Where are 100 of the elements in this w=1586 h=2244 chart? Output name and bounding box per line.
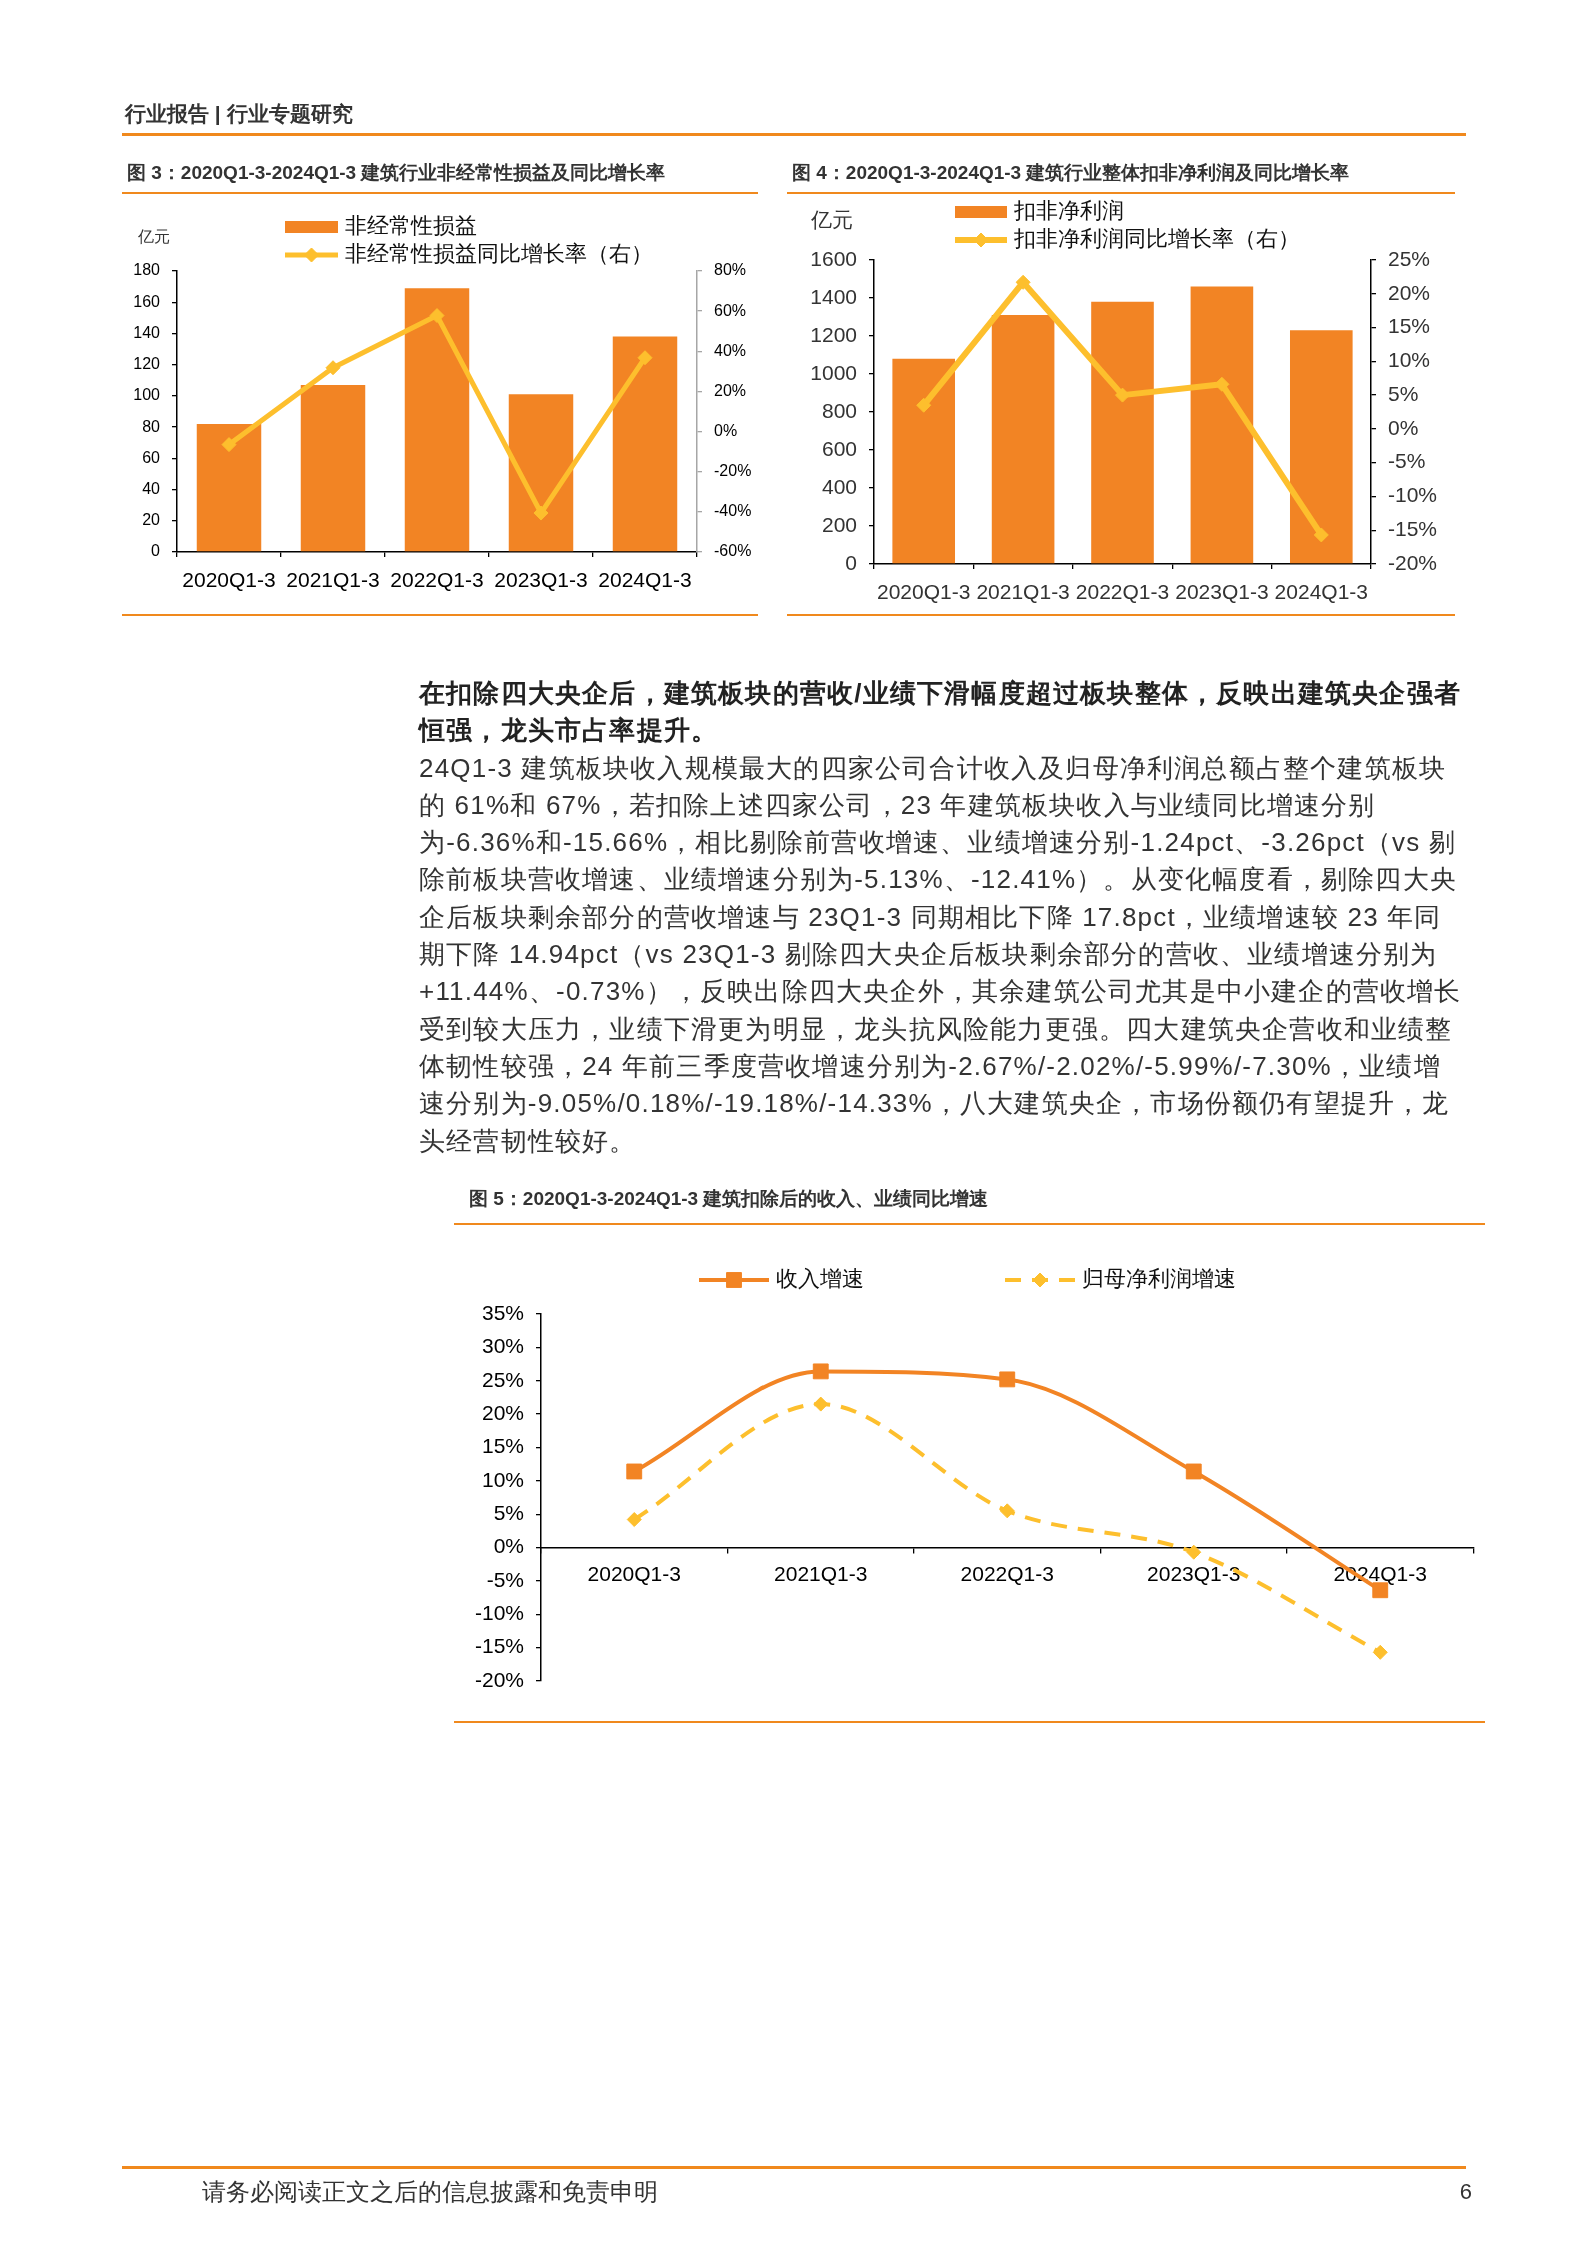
bar <box>991 315 1055 564</box>
y-tick-label: 100 <box>133 386 161 404</box>
y2-tick-label: -20% <box>1388 550 1438 574</box>
y-tick-label: 1000 <box>810 360 857 384</box>
y2-tick-label: 40% <box>714 341 747 359</box>
y2-tick-label: 10% <box>1388 348 1431 372</box>
bar <box>508 394 574 552</box>
y-tick-label: 30% <box>481 1334 524 1358</box>
point <box>626 1512 642 1528</box>
point <box>221 437 237 453</box>
y-tick-label: 0% <box>493 1534 524 1558</box>
x-tick-label: 2024Q1-3 <box>598 568 692 592</box>
legend-label: 扣非净利润 <box>1013 198 1124 224</box>
x-tick-label: 2021Q1-3 <box>286 568 380 592</box>
y-tick-label: 600 <box>821 436 857 460</box>
y-tick-label: 25% <box>481 1367 524 1391</box>
legend-label: 归母净利润增速 <box>1082 1266 1236 1292</box>
y2-tick-label: -60% <box>714 542 752 560</box>
chart-title: 图 3：2020Q1-3-2024Q1-3 建筑行业非经常性损益及同比增长率 <box>127 161 666 185</box>
y2-tick-label: 20% <box>1388 280 1431 304</box>
x-tick-label: 2023Q1-3 <box>494 568 588 592</box>
y2-tick-label: 15% <box>1388 314 1431 338</box>
y-tick-label: 15% <box>481 1434 524 1458</box>
bar <box>892 358 956 564</box>
y-tick-label: 0 <box>845 550 857 574</box>
y-tick-label: 200 <box>821 512 857 536</box>
legend-label: 非经常性损益 <box>345 213 477 239</box>
bar <box>404 288 470 552</box>
y-tick-label: 20% <box>481 1400 524 1424</box>
bar <box>612 336 678 552</box>
y-tick-label: 60 <box>142 448 161 466</box>
text: 6 <box>1459 2179 1472 2206</box>
point <box>637 350 653 366</box>
x-tick-label: 2023Q1-3 <box>1147 1561 1241 1585</box>
y-tick-label: 120 <box>133 355 161 373</box>
y-tick-label: 140 <box>133 323 161 341</box>
x-tick-label: 2021Q1-3 <box>774 1561 868 1585</box>
point <box>1313 527 1329 543</box>
x-tick-label: 2021Q1-3 <box>976 580 1070 604</box>
point <box>626 1463 643 1480</box>
y-tick-label: 80 <box>142 417 161 435</box>
point <box>999 1371 1016 1388</box>
y-tick-label: 180 <box>133 261 161 279</box>
y2-tick-label: -40% <box>714 502 752 520</box>
y-tick-label: 20 <box>142 511 161 529</box>
y2-tick-label: 20% <box>714 381 747 399</box>
point <box>916 397 932 413</box>
y-tick-label: 1200 <box>810 322 857 346</box>
bar <box>196 423 262 552</box>
point <box>533 505 549 521</box>
y2-tick-label: 0% <box>1388 415 1419 439</box>
point <box>999 1503 1015 1519</box>
point <box>1372 1644 1388 1660</box>
y-tick-label: -15% <box>474 1634 524 1658</box>
text: 行业报告 | 行业专题研究 <box>125 101 353 127</box>
legend-label: 非经常性损益同比增长率（右） <box>345 241 653 267</box>
text: 在扣除四大央企后，建筑板块的营收/业绩下滑幅度超过板块整体，反映出建筑央企强者恒强，龙头市占率提升。 <box>419 677 1463 748</box>
bar <box>1289 330 1353 564</box>
y-tick-label: -20% <box>474 1667 524 1691</box>
point <box>1185 1463 1202 1480</box>
y-axis-title: 亿元 <box>137 228 170 246</box>
x-tick-label: 2022Q1-3 <box>1075 580 1170 604</box>
y-tick-label: 1400 <box>810 284 857 308</box>
y-tick-label: 160 <box>133 292 161 310</box>
y2-tick-label: 80% <box>714 261 747 279</box>
y-tick-label: 800 <box>821 398 857 422</box>
text: 24Q1-3 建筑板块收入规模最大的四家公司合计收入及归母净利润总额占整个建筑板块的 61%和 67%，若扣除上述四家公司，23 年建筑板块收入与业绩同比增速分别为-6.36%和-15.66%，相比剔除前营收增速、业绩增速分别-1.24pct、-3.26pct（vs 剔除前板块营收增速、业绩增速分别为-5.13%、-12.41%）。从变化幅度看，剔除四大央企后板块剩余部分的营收增速与 23Q1-3 同期相比下降 17.8pct，业绩增速较 23 年同期下降 14.94pct（vs 23Q1-3 剔除四大央企后板块剩余部分的营收、业绩增速分别为+11.44%、-0.73%），反映出除四大央企外，其余建筑公司尤其是中小建企的营收增长受到较大压力，业绩下滑更为明显，龙头抗风险能力更强。四大建筑央企营收和业绩整体韧性较强，24 年前三季度营收增速分别为-2.67%/-2.02%/-5.99%/-7.30%，业绩增速分别为-9.05%/0.18%/-19.18%/-14.33%，八大建筑央企，市场份额仍有望提升，龙头经营韧性较好。 <box>419 752 1462 1156</box>
point <box>429 308 445 324</box>
x-tick-label: 2020Q1-3 <box>587 1561 681 1585</box>
y2-tick-label: 0% <box>714 421 738 439</box>
bar <box>1190 286 1254 564</box>
chart-title: 图 4：2020Q1-3-2024Q1-3 建筑行业整体扣非净利润及同比增长率 <box>792 161 1350 185</box>
y-tick-label: 0 <box>151 542 161 560</box>
y2-tick-label: -15% <box>1388 517 1438 541</box>
y2-tick-label: -10% <box>1388 483 1438 507</box>
y2-tick-label: 60% <box>714 301 747 319</box>
x-tick-label: 2020Q1-3 <box>877 580 971 604</box>
x-tick-label: 2022Q1-3 <box>960 1561 1054 1585</box>
y-tick-label: 1600 <box>810 246 857 270</box>
y-tick-label: 40 <box>142 479 161 497</box>
y2-tick-label: 5% <box>1388 381 1419 405</box>
y2-tick-label: -5% <box>1388 449 1426 473</box>
y-tick-label: 5% <box>493 1500 524 1524</box>
point <box>1115 387 1130 403</box>
y2-tick-label: -20% <box>714 462 752 480</box>
text: 请务必阅读正文之后的信息披露和免责申明 <box>202 2178 658 2207</box>
y2-tick-label: 25% <box>1388 246 1431 270</box>
y-tick-label: 400 <box>821 474 857 498</box>
y-tick-label: 10% <box>481 1467 524 1491</box>
bar <box>1091 301 1154 564</box>
point <box>1015 274 1031 290</box>
y-tick-label: 35% <box>481 1300 524 1324</box>
legend-label: 扣非净利润同比增长率（右） <box>1013 226 1300 252</box>
point <box>812 1363 829 1380</box>
x-tick-label: 2024Q1-3 <box>1274 580 1368 604</box>
point <box>1186 1544 1202 1560</box>
y-tick-label: -10% <box>474 1601 524 1625</box>
x-tick-label: 2020Q1-3 <box>182 568 276 592</box>
x-tick-label: 2023Q1-3 <box>1175 580 1269 604</box>
x-tick-label: 2022Q1-3 <box>390 568 484 592</box>
